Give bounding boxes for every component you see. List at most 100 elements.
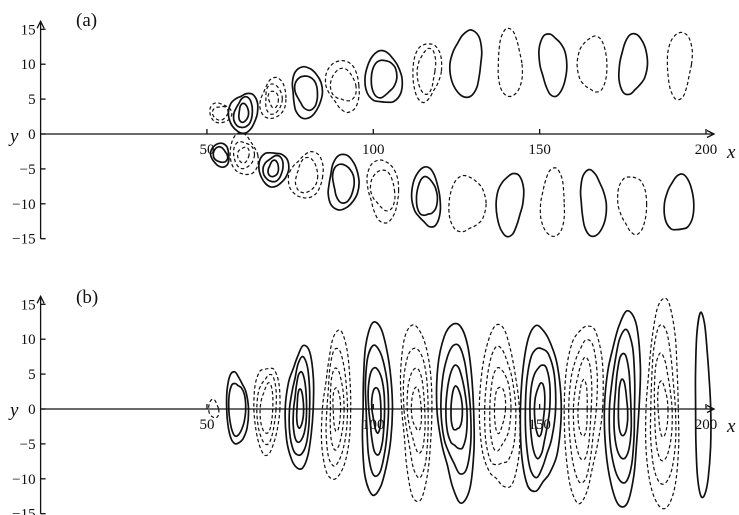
panel-a-xtick-label: 200 <box>695 142 718 158</box>
panel-b-contour-solid <box>367 366 386 456</box>
panel-b-contour-solid <box>295 388 305 430</box>
panel-a-contour-solid <box>663 173 695 231</box>
panel-a-contour-solid <box>212 145 229 164</box>
panel-b-contour-dashed <box>649 324 677 485</box>
panel-b-contour-dashed <box>657 380 669 438</box>
panel-b-contour-solid <box>435 322 476 505</box>
panel-a-contour-dashed <box>448 174 487 233</box>
panel-a-contour-dashed <box>576 35 608 93</box>
panel-a-contour-dashed <box>259 76 287 120</box>
panel-a-xtick-label: 100 <box>362 142 385 158</box>
panel-b-contour-dashed <box>253 367 281 457</box>
panel-a-contour-solid <box>495 172 525 238</box>
panel-b-contour-dashed <box>325 347 349 467</box>
panel-a-contours <box>209 27 695 238</box>
panel-a-contour-dashed <box>369 169 396 212</box>
panel-b-contour-solid <box>288 355 311 457</box>
panel-a-ylabel: y <box>8 126 19 147</box>
panel-a-contour-dashed <box>294 156 319 194</box>
panel-b-contour-dashed <box>568 339 598 484</box>
panel-b-contour-dashed <box>577 378 588 437</box>
panel-b-contour-dashed <box>410 386 423 432</box>
panel-b-contour-dashed <box>406 367 426 454</box>
panel-a-contour-solid <box>415 175 439 217</box>
panel-b-xtick-label: 50 <box>199 417 214 433</box>
panel-a-xtick-label: 150 <box>528 142 551 158</box>
panel-b-xtick-label: 200 <box>695 417 718 433</box>
panel-b-contour-dashed <box>484 345 517 466</box>
panel-a-contour-solid <box>293 75 319 112</box>
panel-b-contour-solid <box>284 344 315 470</box>
panel-b-contour-dashed <box>332 387 342 433</box>
panel-a-contour-dashed <box>416 47 437 95</box>
panel-a-contour-solid <box>267 159 280 178</box>
panel-a-contour-dashed <box>267 90 280 109</box>
panel-a-ytick-label: −15 <box>12 232 35 248</box>
panel-b-contour-dashed <box>402 347 429 479</box>
panel-b-contour-solid <box>524 347 557 479</box>
panel-a-ytick-label: 0 <box>28 127 36 143</box>
panel-a-contour-solid <box>331 163 356 204</box>
panel-b-contour-dashed <box>320 329 352 480</box>
panel-b-contour-dashed <box>645 297 680 510</box>
panel-b-contour-dashed <box>256 373 277 446</box>
panel-b-contour-solid <box>440 343 472 475</box>
panel-b-contour-solid <box>292 370 308 444</box>
panel-b-contour-dashed <box>259 382 274 434</box>
panel-a-ytick-label: 15 <box>21 22 36 38</box>
panel-a-contour-dashed <box>229 131 259 176</box>
panel-a-contour-dashed <box>539 167 566 238</box>
panel-a-contour-solid <box>232 95 254 129</box>
panel-a-contour-solid <box>262 154 284 183</box>
panel-b-ytick-label: 10 <box>21 332 36 348</box>
panel-b-contour-solid <box>613 352 633 460</box>
panel-a-contour-dashed <box>324 60 360 114</box>
panel-a-contour-dashed <box>211 105 229 121</box>
panel-b-contour-solid <box>603 309 642 508</box>
panel-a-contour-dashed <box>209 102 233 124</box>
panel-a-contour-dashed <box>666 31 693 101</box>
panel-b-contour-dashed <box>563 325 604 505</box>
panel-a-x-arrow <box>706 129 716 139</box>
panel-b-contour-solid <box>445 364 468 450</box>
panel-a-contour-solid <box>364 49 404 104</box>
panel-b-xtick-label: 150 <box>528 417 551 433</box>
panel-b-ytick-label: 0 <box>28 402 36 418</box>
panel-a-contour-dashed <box>329 67 357 102</box>
panel-b-x-arrow <box>706 404 716 414</box>
panel-b-label: (b) <box>76 287 98 308</box>
panel-a-contour-dashed <box>265 83 283 115</box>
panel-a-ytick-label: −5 <box>20 162 36 178</box>
panel-b-contours <box>207 297 712 510</box>
panel-b-contour-dashed <box>493 386 507 435</box>
panel-b-xlabel: x <box>726 416 736 437</box>
panel-b-contour-solid <box>450 385 464 431</box>
panel-b-contour-solid <box>519 324 563 493</box>
panel-a-ytick-label: 5 <box>28 92 36 108</box>
panel-b-contour-dashed <box>399 324 433 503</box>
panel-a-contour-solid <box>291 65 324 120</box>
panel-a-contour-solid <box>258 151 290 188</box>
panel-b-ytick-label: −5 <box>20 437 36 453</box>
panel-b-contour-solid <box>533 382 546 438</box>
panel-a-contour-solid <box>410 165 442 228</box>
panel-a-contour-solid <box>237 102 250 124</box>
panel-b-contour-solid <box>225 370 250 445</box>
panel-b-ytick-label: 15 <box>21 297 36 313</box>
panel-b-contour-solid <box>617 378 629 437</box>
panel-a-contour-solid <box>617 32 649 96</box>
panel-b-contour-dashed <box>329 367 345 451</box>
panel-b-contour-solid <box>694 311 712 499</box>
panel-a-contour-solid <box>327 153 360 211</box>
panel-a-contour-solid <box>448 29 483 99</box>
panel-a-label: (a) <box>76 10 97 31</box>
panel-b-ytick-label: 5 <box>28 367 36 383</box>
panel-b-contour-dashed <box>207 398 220 419</box>
panel-b-ytick-label: −15 <box>12 507 35 515</box>
panel-a-xtick-label: 50 <box>199 142 214 158</box>
panel-a-contour-dashed <box>287 150 324 199</box>
panel-a-contour-dashed <box>412 43 443 104</box>
